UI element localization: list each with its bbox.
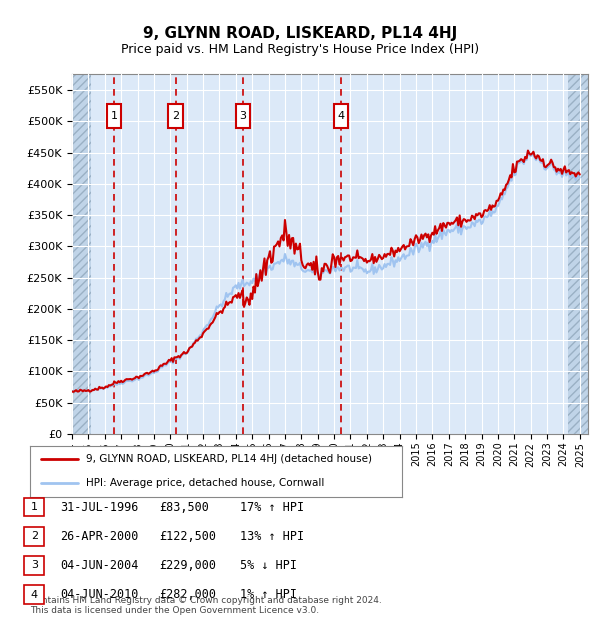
Text: 1: 1 <box>31 502 38 512</box>
Text: 5% ↓ HPI: 5% ↓ HPI <box>240 559 297 572</box>
Text: Contains HM Land Registry data © Crown copyright and database right 2024.
This d: Contains HM Land Registry data © Crown c… <box>30 596 382 615</box>
Text: £229,000: £229,000 <box>159 559 216 572</box>
FancyBboxPatch shape <box>107 104 121 128</box>
Bar <box>72 74 91 434</box>
Text: 9, GLYNN ROAD, LISKEARD, PL14 4HJ: 9, GLYNN ROAD, LISKEARD, PL14 4HJ <box>143 26 457 41</box>
Text: 3: 3 <box>239 111 246 121</box>
Text: 17% ↑ HPI: 17% ↑ HPI <box>240 501 304 513</box>
FancyBboxPatch shape <box>169 104 183 128</box>
Text: 9, GLYNN ROAD, LISKEARD, PL14 4HJ (detached house): 9, GLYNN ROAD, LISKEARD, PL14 4HJ (detac… <box>86 454 372 464</box>
Text: 04-JUN-2010: 04-JUN-2010 <box>60 588 139 601</box>
Text: 26-APR-2000: 26-APR-2000 <box>60 530 139 542</box>
Text: 31-JUL-1996: 31-JUL-1996 <box>60 501 139 513</box>
Text: 3: 3 <box>31 560 38 570</box>
Text: 4: 4 <box>337 111 344 121</box>
Text: 2: 2 <box>31 531 38 541</box>
Text: 4: 4 <box>31 590 38 600</box>
Text: £122,500: £122,500 <box>159 530 216 542</box>
Text: 13% ↑ HPI: 13% ↑ HPI <box>240 530 304 542</box>
Bar <box>568 74 592 434</box>
Text: HPI: Average price, detached house, Cornwall: HPI: Average price, detached house, Corn… <box>86 478 324 488</box>
Text: £282,000: £282,000 <box>159 588 216 601</box>
Text: 04-JUN-2004: 04-JUN-2004 <box>60 559 139 572</box>
Text: Price paid vs. HM Land Registry's House Price Index (HPI): Price paid vs. HM Land Registry's House … <box>121 43 479 56</box>
FancyBboxPatch shape <box>334 104 348 128</box>
FancyBboxPatch shape <box>236 104 250 128</box>
Text: £83,500: £83,500 <box>159 501 209 513</box>
Text: 1% ↑ HPI: 1% ↑ HPI <box>240 588 297 601</box>
Text: 1: 1 <box>111 111 118 121</box>
Text: 2: 2 <box>172 111 179 121</box>
